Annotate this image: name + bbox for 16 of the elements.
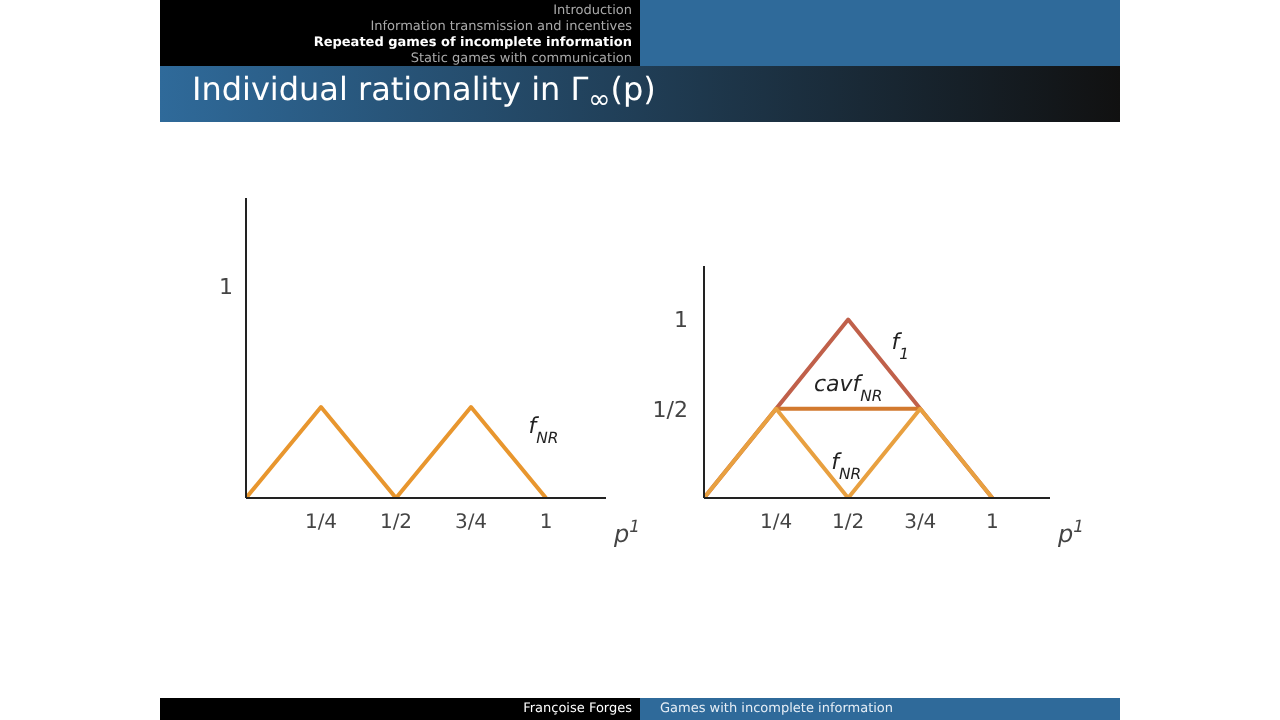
series-label: f$_{1}$: [891, 328, 910, 362]
text: 1: [219, 274, 233, 300]
chart-title: Individual rationality in Γ$_{∞}$(p): [192, 70, 656, 117]
x-tick-label: 3/4: [454, 512, 488, 535]
series-label: f$_{NR}$: [528, 412, 559, 446]
series-label: cavf$_{NR}$: [813, 370, 883, 404]
x-tick-label: 1/2: [379, 512, 413, 535]
x-tick-label: 1: [985, 512, 999, 535]
x-tick-label: 3/4: [904, 512, 937, 535]
x-tick-label: 1/4: [759, 512, 793, 535]
x-tick-label: 1/4: [304, 512, 338, 535]
series-label: f$_{NR}$: [831, 449, 862, 483]
x-axis-title: p$^{1}$: [1056, 516, 1084, 548]
x-tick-label: 1/2: [832, 512, 865, 535]
x-tick-label: 1: [539, 512, 553, 535]
x-axis-title: p$^{1}$: [612, 516, 640, 548]
